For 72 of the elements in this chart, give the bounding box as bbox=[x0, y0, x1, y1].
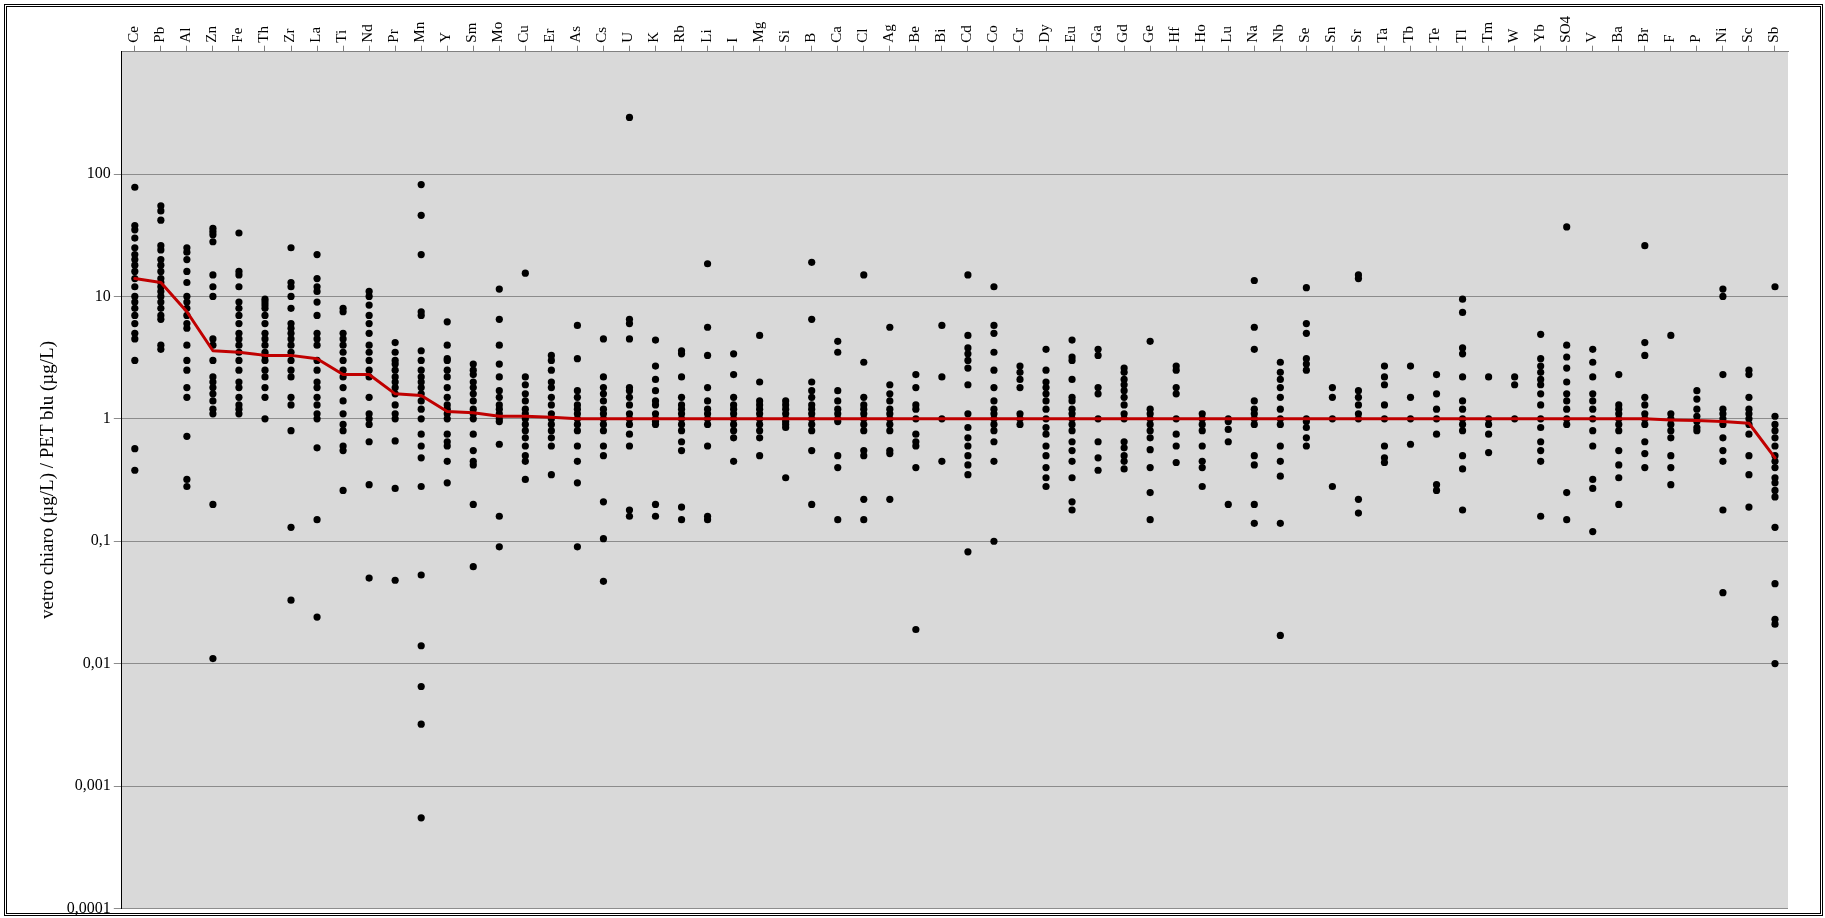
x-tick-label: Cs bbox=[593, 26, 610, 43]
x-tick-label: Fe bbox=[228, 27, 245, 43]
x-tick-label: Sm bbox=[463, 22, 480, 43]
y-tick-label: 0,01 bbox=[82, 653, 111, 671]
x-tick-label: Ce bbox=[124, 25, 141, 43]
x-tick-label: Co bbox=[983, 25, 1000, 43]
x-tick-label: Zn bbox=[202, 25, 219, 43]
x-tick-label: Sn bbox=[1322, 26, 1339, 43]
x-tick-label: Bi bbox=[931, 28, 948, 43]
x-tick-label: Mo bbox=[489, 21, 506, 43]
x-tick-label: Ga bbox=[1088, 24, 1105, 43]
x-tick-label: V bbox=[1582, 31, 1599, 43]
x-tick-label: Se bbox=[1296, 27, 1313, 43]
y-axis-title: vetro chiaro (µg/L) / PET blu (µg/L) bbox=[36, 341, 59, 620]
x-tick-label: Ba bbox=[1608, 25, 1625, 43]
x-tick-label: Hf bbox=[1166, 26, 1183, 43]
x-tick-label: Zr bbox=[280, 28, 297, 43]
x-tick-label: Ti bbox=[333, 29, 350, 43]
x-tick-label: Ge bbox=[1140, 24, 1157, 43]
y-tick-label: 0,1 bbox=[90, 531, 111, 549]
x-tick-label: Nd bbox=[359, 23, 376, 43]
x-tick-label: Dy bbox=[1035, 23, 1052, 43]
x-tick-label: Tl bbox=[1452, 29, 1469, 43]
x-tick-label: Yb bbox=[1530, 24, 1547, 43]
x-tick-label: U bbox=[619, 31, 636, 43]
x-tick-label: Te bbox=[1426, 27, 1443, 43]
x-tick-label: Sc bbox=[1738, 27, 1755, 43]
x-tick-label: P bbox=[1686, 34, 1703, 43]
x-tick-label: B bbox=[801, 32, 818, 43]
y-tick-label: 100 bbox=[86, 164, 111, 182]
x-tick-label: Ni bbox=[1712, 27, 1729, 43]
y-tick-label: 0,0001 bbox=[66, 898, 111, 916]
x-tick-label: Nb bbox=[1270, 24, 1287, 43]
y-tick-label: 0,001 bbox=[74, 776, 111, 794]
x-tick-label: Rb bbox=[671, 25, 688, 43]
x-tick-label: F bbox=[1660, 34, 1677, 43]
x-tick-label: As bbox=[567, 25, 584, 43]
x-tick-label: La bbox=[307, 26, 323, 43]
x-tick-label: Tm bbox=[1478, 21, 1495, 43]
x-tick-label: Sb bbox=[1764, 26, 1781, 43]
x-tick-label: W bbox=[1504, 27, 1521, 43]
x-tick-label: Eu bbox=[1061, 25, 1078, 43]
x-tick-label: Lu bbox=[1218, 25, 1235, 43]
x-tick-label: Be bbox=[905, 25, 922, 43]
x-tick-label: Na bbox=[1244, 24, 1261, 43]
x-tick-label: Ho bbox=[1192, 24, 1209, 43]
x-tick-label: Th bbox=[254, 25, 271, 43]
y-tick-label: 1 bbox=[102, 409, 111, 427]
x-tick-label: K bbox=[645, 31, 662, 43]
x-tick-label: Pb bbox=[150, 26, 167, 43]
x-tick-label: Sr bbox=[1348, 29, 1365, 43]
x-tick-label: Mn bbox=[411, 21, 428, 43]
x-tick-label: Cr bbox=[1009, 27, 1026, 43]
x-tick-label: Tb bbox=[1400, 26, 1417, 43]
x-tick-label: Ca bbox=[827, 25, 844, 43]
x-tick-label: I bbox=[723, 37, 740, 43]
x-tick-label: Cl bbox=[853, 28, 870, 43]
x-tick-label: Pr bbox=[385, 29, 402, 43]
x-tick-label: Cd bbox=[957, 24, 974, 43]
y-tick-label: 10 bbox=[94, 286, 111, 304]
x-tick-label: Li bbox=[697, 29, 714, 43]
x-tick-label: Mg bbox=[749, 21, 766, 43]
x-tick-label: Y bbox=[437, 31, 454, 43]
x-tick-label: Ag bbox=[879, 23, 896, 43]
x-tick-label: Cu bbox=[515, 24, 532, 43]
x-tick-label: Gd bbox=[1114, 23, 1131, 43]
x-tick-label: Br bbox=[1634, 27, 1651, 43]
x-tick-label: Er bbox=[541, 28, 558, 43]
x-tick-label: Si bbox=[775, 30, 792, 43]
x-tick-label: Ta bbox=[1374, 27, 1391, 43]
x-tick-label: SO4 bbox=[1556, 15, 1573, 43]
x-tick-label: Al bbox=[176, 27, 193, 43]
